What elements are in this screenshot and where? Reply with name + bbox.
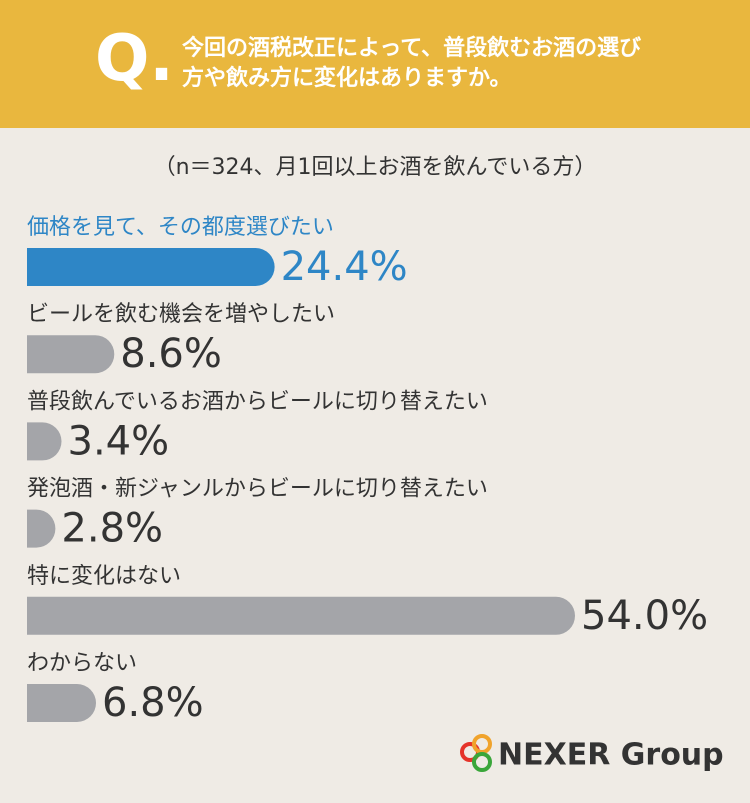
bar bbox=[27, 422, 62, 461]
value-label: 3.4% bbox=[68, 418, 170, 464]
category-label: 価格を見て、その都度選びたい bbox=[27, 215, 334, 240]
value-label: 6.8% bbox=[102, 680, 204, 726]
category-label: 発泡酒・新ジャンルからビールに切り替えたい bbox=[27, 477, 488, 502]
logo-icon bbox=[472, 734, 492, 754]
bar bbox=[27, 335, 115, 374]
question-title: 今回の酒税改正によって、普段飲むお酒の選び方や飲み方に変化はありますか。 bbox=[182, 36, 642, 91]
value-label: 8.6% bbox=[120, 331, 222, 377]
value-label: 2.8% bbox=[61, 506, 163, 552]
category-label: 特に変化はない bbox=[27, 564, 181, 589]
category-label: 普段飲んでいるお酒からビールに切り替えたい bbox=[27, 389, 488, 414]
logo-icon bbox=[472, 752, 492, 772]
header: Q. 今回の酒税改正によって、普段飲むお酒の選び方や飲み方に変化はありますか。 bbox=[0, 0, 750, 128]
logo-text: NEXER Group bbox=[498, 738, 724, 773]
logo: NEXER Group bbox=[460, 734, 724, 773]
bar bbox=[27, 509, 56, 548]
bar bbox=[27, 596, 575, 635]
category-label: ビールを飲む機会を増やしたい bbox=[27, 302, 335, 327]
bar bbox=[27, 684, 97, 722]
chart-subtitle: （n＝324、月1回以上お酒を飲んでいる方） bbox=[154, 155, 597, 180]
value-label: 24.4% bbox=[281, 244, 408, 290]
question-mark: Q. bbox=[95, 22, 174, 96]
bar bbox=[27, 248, 275, 286]
category-label: わからない bbox=[27, 651, 137, 676]
value-label: 54.0% bbox=[581, 593, 708, 639]
